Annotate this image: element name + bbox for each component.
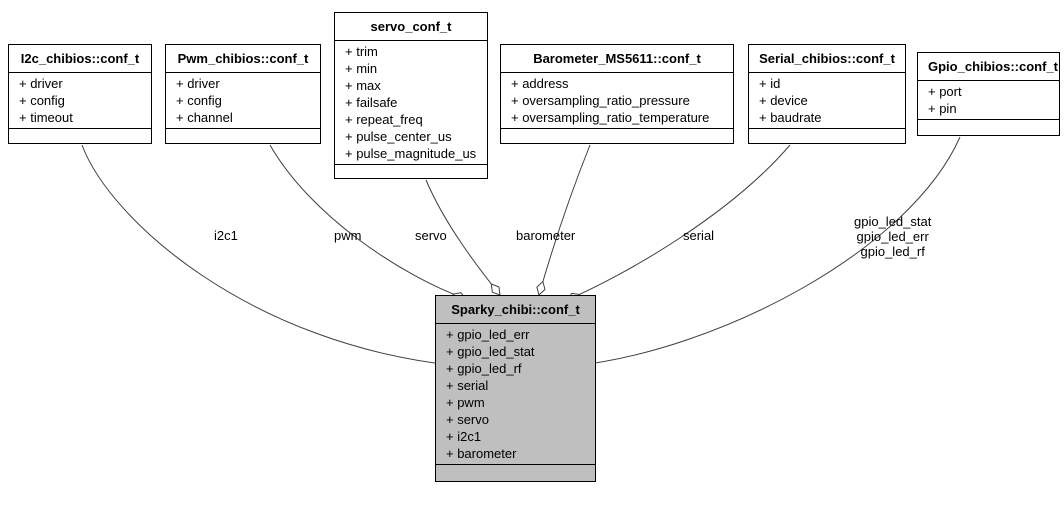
uml-attribute: + config <box>176 92 310 109</box>
uml-attribute: + servo <box>446 411 585 428</box>
uml-class-title: Gpio_chibios::conf_t <box>918 53 1059 81</box>
uml-attribute: + driver <box>19 75 141 92</box>
uml-class-title: Pwm_chibios::conf_t <box>166 45 320 73</box>
uml-attribute: + barometer <box>446 445 585 462</box>
uml-class-operations <box>166 129 320 145</box>
uml-class-attributes: + address+ oversampling_ratio_pressure+ … <box>501 73 733 129</box>
uml-attribute: + i2c1 <box>446 428 585 445</box>
uml-class-i2c: I2c_chibios::conf_t+ driver+ config+ tim… <box>8 44 152 144</box>
uml-class-title: Barometer_MS5611::conf_t <box>501 45 733 73</box>
uml-attribute: + failsafe <box>345 94 477 111</box>
uml-attribute: + oversampling_ratio_pressure <box>511 92 723 109</box>
uml-attribute: + gpio_led_stat <box>446 343 585 360</box>
uml-class-barometer: Barometer_MS5611::conf_t+ address+ overs… <box>500 44 734 144</box>
uml-class-serial: Serial_chibios::conf_t+ id+ device+ baud… <box>748 44 906 144</box>
uml-attribute: + timeout <box>19 109 141 126</box>
uml-attribute: + address <box>511 75 723 92</box>
uml-attribute: + gpio_led_err <box>446 326 585 343</box>
uml-class-pwm: Pwm_chibios::conf_t+ driver+ config+ cha… <box>165 44 321 144</box>
uml-class-sparky: Sparky_chibi::conf_t+ gpio_led_err+ gpio… <box>435 295 596 482</box>
uml-class-operations <box>335 165 487 181</box>
uml-class-attributes: + driver+ config+ channel <box>166 73 320 129</box>
uml-attribute: + pwm <box>446 394 585 411</box>
uml-attribute: + config <box>19 92 141 109</box>
uml-attribute: + trim <box>345 43 477 60</box>
uml-attribute: + pulse_center_us <box>345 128 477 145</box>
uml-attribute: + gpio_led_rf <box>446 360 585 377</box>
uml-attribute: + device <box>759 92 895 109</box>
uml-class-operations <box>9 129 151 145</box>
uml-class-attributes: + id+ device+ baudrate <box>749 73 905 129</box>
uml-attribute: + repeat_freq <box>345 111 477 128</box>
uml-edge <box>567 145 790 300</box>
uml-class-attributes: + trim+ min+ max+ failsafe+ repeat_freq+… <box>335 41 487 165</box>
uml-attribute: + driver <box>176 75 310 92</box>
uml-attribute: + channel <box>176 109 310 126</box>
edge-label: servo <box>415 228 447 243</box>
uml-class-operations <box>918 120 1059 136</box>
uml-attribute: + baudrate <box>759 109 895 126</box>
uml-class-attributes: + gpio_led_err+ gpio_led_stat+ gpio_led_… <box>436 324 595 465</box>
uml-attribute: + oversampling_ratio_temperature <box>511 109 723 126</box>
uml-class-servo: servo_conf_t+ trim+ min+ max+ failsafe+ … <box>334 12 488 179</box>
edge-label: gpio_led_statgpio_led_errgpio_led_rf <box>854 214 931 259</box>
uml-class-operations <box>436 465 595 481</box>
edge-label: barometer <box>516 228 575 243</box>
uml-attribute: + serial <box>446 377 585 394</box>
edge-label: pwm <box>334 228 361 243</box>
uml-class-title: Sparky_chibi::conf_t <box>436 296 595 324</box>
uml-attribute: + pulse_magnitude_us <box>345 145 477 162</box>
uml-class-gpio: Gpio_chibios::conf_t+ port+ pin <box>917 52 1060 136</box>
uml-class-title: Serial_chibios::conf_t <box>749 45 905 73</box>
uml-class-attributes: + port+ pin <box>918 81 1059 120</box>
edge-label: serial <box>683 228 714 243</box>
uml-class-operations <box>501 129 733 145</box>
uml-attribute: + min <box>345 60 477 77</box>
uml-attribute: + max <box>345 77 477 94</box>
edge-label: i2c1 <box>214 228 238 243</box>
uml-edge <box>539 145 590 295</box>
aggregation-diamond <box>537 282 545 295</box>
aggregation-diamond <box>491 284 500 295</box>
uml-attribute: + port <box>928 83 1049 100</box>
uml-attribute: + pin <box>928 100 1049 117</box>
uml-class-operations <box>749 129 905 145</box>
uml-class-title: I2c_chibios::conf_t <box>9 45 151 73</box>
uml-attribute: + id <box>759 75 895 92</box>
uml-class-title: servo_conf_t <box>335 13 487 41</box>
uml-class-attributes: + driver+ config+ timeout <box>9 73 151 129</box>
